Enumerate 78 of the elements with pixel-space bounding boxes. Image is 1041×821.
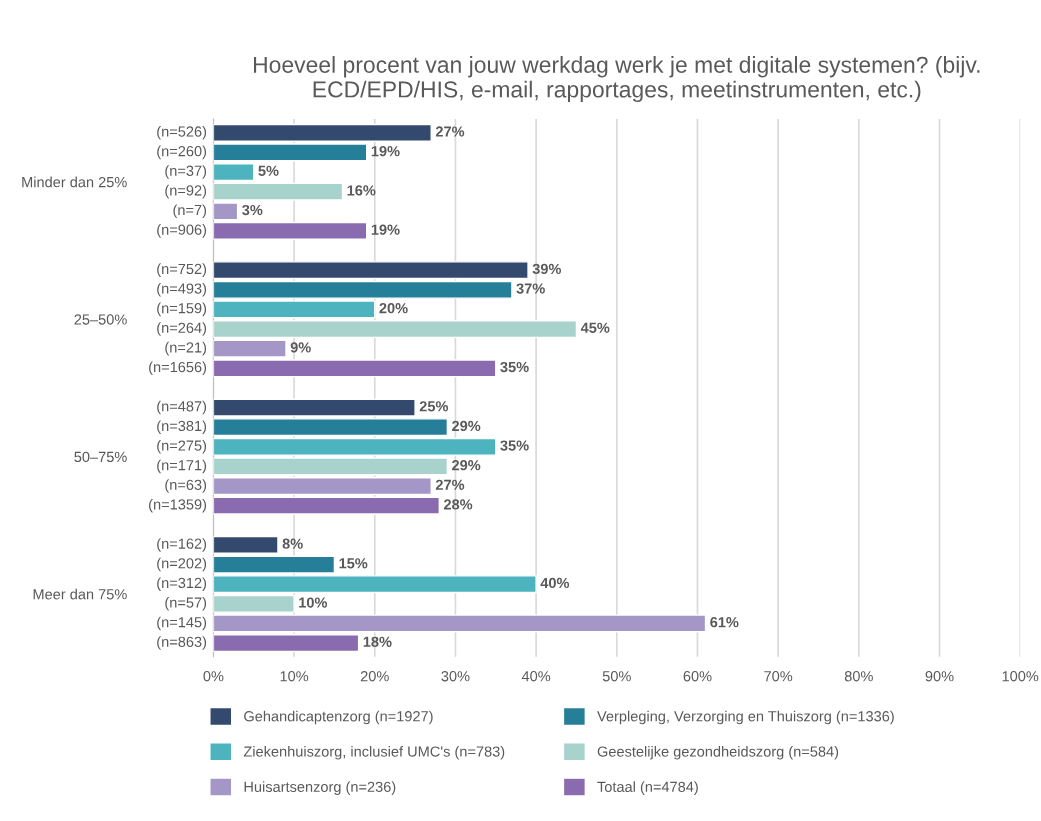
text: (n=275): [157, 440, 207, 454]
text: (n=92): [165, 184, 207, 199]
bar: [213, 496, 440, 515]
data-label: 18%: [363, 636, 392, 647]
data-label: 20%: [379, 303, 408, 314]
text: (n=202): [157, 557, 207, 572]
text: (n=260): [157, 145, 207, 160]
data-label: 10%: [299, 597, 328, 608]
data-label: 3%: [242, 204, 263, 216]
text: (n=312): [157, 577, 207, 591]
text: (n=37): [165, 165, 207, 179]
bar: [213, 162, 255, 182]
text: (n=63): [165, 479, 207, 493]
x-tick-label: 100%: [1002, 671, 1039, 682]
data-label: 8%: [282, 538, 303, 549]
x-tick-label: 20%: [360, 671, 389, 682]
data-label: 27%: [435, 126, 465, 137]
x-tick-label: 60%: [683, 671, 712, 682]
data-label: 25%: [419, 401, 449, 412]
x-tick-label: 70%: [764, 671, 793, 682]
text: (n=145): [157, 616, 207, 631]
data-label: 35%: [500, 440, 529, 451]
legend-label: Verpleging, Verzorging en Thuiszorg (n=1336): [597, 710, 894, 725]
text: (n=159): [157, 302, 207, 317]
legend-label: Huisartsenzorg (n=236): [244, 781, 396, 795]
x-tick-label: 30%: [441, 671, 470, 682]
bar: [213, 535, 279, 554]
data-label: 40%: [540, 577, 570, 589]
data-label: 29%: [452, 420, 481, 432]
text: (n=752): [157, 263, 207, 277]
x-tick-label: 0%: [203, 671, 224, 682]
bar: [213, 634, 360, 653]
y-tick-label: Meer dan 75%: [33, 588, 127, 600]
chart-title: Hoeveel procent van jouw werkdag werk je met digitale systemen? (bijv. ECD/EPD/HIS, e-mail, rapportages, meetinstrumenten, etc.): [253, 56, 980, 103]
x-tick-label: 90%: [925, 671, 954, 682]
text: (n=7): [173, 204, 207, 219]
text: (n=526): [157, 125, 207, 140]
x-tick-label: 50%: [602, 671, 631, 682]
data-label: 9%: [290, 342, 311, 353]
text: (n=162): [157, 538, 207, 552]
bar: [213, 221, 368, 240]
data-label: 61%: [710, 617, 739, 628]
text: (n=863): [157, 636, 207, 650]
legend-label: Ziekenhuiszorg, inclusief UMC's (n=783): [243, 746, 505, 760]
text: (n=1359): [149, 498, 207, 513]
y-tick-label: 25–50%: [74, 314, 127, 325]
data-label: 19%: [371, 146, 400, 157]
data-label: 27%: [435, 479, 465, 490]
text: (n=1656): [149, 361, 207, 376]
bar: [213, 477, 432, 496]
text: (n=264): [157, 322, 207, 336]
legend-label: Totaal (n=4784): [597, 781, 698, 795]
text: (n=57): [165, 597, 207, 611]
text: (n=487): [157, 400, 207, 415]
x-tick-label: 10%: [280, 671, 309, 682]
data-label: 45%: [580, 322, 610, 333]
x-tick-label: 40%: [521, 671, 551, 682]
data-label: 16%: [347, 185, 376, 196]
text: (n=493): [157, 282, 207, 297]
data-label: 28%: [443, 499, 473, 510]
text: (n=381): [157, 420, 207, 434]
data-label: 37%: [516, 283, 545, 294]
data-label: 39%: [532, 263, 562, 275]
text: (n=171): [157, 459, 207, 474]
x-tick-label: 80%: [844, 671, 873, 682]
legend-label: Gehandicaptenzorg (n=1927): [244, 710, 433, 725]
text: (n=21): [165, 341, 207, 356]
data-label: 29%: [452, 460, 481, 471]
data-label: 35%: [500, 361, 529, 373]
data-label: 19%: [371, 224, 400, 235]
bar: [213, 261, 529, 280]
bar: [213, 320, 578, 339]
data-label: 15%: [339, 558, 368, 569]
y-tick-label: Minder dan 25%: [22, 176, 127, 188]
text: (n=906): [157, 224, 207, 238]
legend-label: Geestelijke gezondheidszorg (n=584): [597, 746, 839, 760]
y-tick-label: 50–75%: [74, 451, 127, 463]
data-label: 5%: [258, 165, 279, 176]
